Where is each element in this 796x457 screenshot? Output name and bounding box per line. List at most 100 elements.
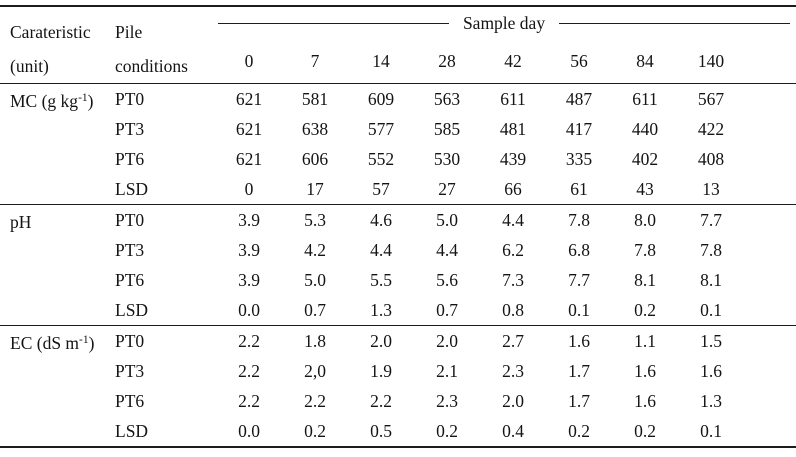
characteristic-label: EC (dS m-1) xyxy=(0,326,108,448)
value-cell: 8.0 xyxy=(634,209,656,230)
characteristic-label-text: EC (dS m xyxy=(10,333,80,353)
value-cell: 1.6 xyxy=(700,360,722,381)
value-cell: 0.8 xyxy=(502,299,524,320)
value-cell: 0 xyxy=(244,178,254,199)
value-cell: 7.8 xyxy=(634,239,656,260)
value-cell: 0.1 xyxy=(700,420,722,441)
value-cell: 4.2 xyxy=(304,239,326,260)
value-cell: 6.2 xyxy=(502,239,524,260)
pile-condition-cell: PT0 xyxy=(115,88,145,109)
header-row-days: 0 7 14 28 42 56 84 140 xyxy=(0,41,796,84)
table-row: PT3 621 638 577 585 481 417 440 422 xyxy=(0,114,796,144)
characteristic-unit-superscript: -1 xyxy=(79,334,89,346)
pile-condition-cell: LSD xyxy=(115,420,149,441)
value-cell: 0.2 xyxy=(568,420,590,441)
value-cell: 0.2 xyxy=(634,299,656,320)
value-cell: 0.0 xyxy=(238,299,260,320)
day-column-header: 28 xyxy=(438,51,456,72)
value-cell: 17 xyxy=(306,178,324,199)
value-cell: 13 xyxy=(702,178,720,199)
pile-header-line2: conditions xyxy=(115,56,188,76)
header-row-top: Carateristic (unit) Pile conditions Samp… xyxy=(0,6,796,76)
characteristic-label-text: pH xyxy=(10,212,32,232)
pile-condition-cell: PT0 xyxy=(115,330,145,351)
characteristic-label-close: ) xyxy=(87,91,94,111)
characteristic-label-text: MC (g kg xyxy=(10,91,79,111)
characteristic-header-line2: (unit) xyxy=(10,56,49,76)
day-column-header: 7 xyxy=(310,51,320,72)
sample-day-label: Sample day xyxy=(462,13,546,34)
value-cell: 1.8 xyxy=(304,330,326,351)
value-cell: 530 xyxy=(433,148,461,169)
value-cell: 0.2 xyxy=(304,420,326,441)
day-column-header: 84 xyxy=(636,51,654,72)
spanner-rule-right xyxy=(559,23,791,25)
day-column-header: 140 xyxy=(697,51,725,72)
value-cell: 7.8 xyxy=(568,209,590,230)
pile-condition-cell: PT6 xyxy=(115,148,145,169)
value-cell: 0.2 xyxy=(436,420,458,441)
pile-condition-cell: PT6 xyxy=(115,269,145,290)
value-cell: 5.0 xyxy=(436,209,458,230)
value-cell: 61 xyxy=(570,178,588,199)
value-cell: 2.2 xyxy=(238,390,260,411)
table-row: PT6 621 606 552 530 439 335 402 408 xyxy=(0,144,796,174)
value-cell: 1.5 xyxy=(700,330,722,351)
value-cell: 1.6 xyxy=(634,360,656,381)
table-row: EC (dS m-1) PT0 2.2 1.8 2.0 2.0 2.7 1.6 1.1 1.5 xyxy=(0,326,796,357)
value-cell: 0.7 xyxy=(304,299,326,320)
table-row: LSD 0.0 0.7 1.3 0.7 0.8 0.1 0.2 0.1 xyxy=(0,295,796,326)
value-cell: 621 xyxy=(235,118,263,139)
value-cell: 2.0 xyxy=(370,330,392,351)
value-cell: 7.7 xyxy=(700,209,722,230)
value-cell: 2.7 xyxy=(502,330,524,351)
value-cell: 5.6 xyxy=(436,269,458,290)
value-cell: 606 xyxy=(301,148,329,169)
table-section: MC (g kg-1) PT0 621 581 609 563 611 487 611 567 PT… xyxy=(0,83,796,205)
value-cell: 2.2 xyxy=(238,360,260,381)
value-cell: 585 xyxy=(433,118,461,139)
table-row: PT3 2.2 2,0 1.9 2.1 2.3 1.7 1.6 1.6 xyxy=(0,356,796,386)
value-cell: 0.1 xyxy=(568,299,590,320)
value-cell: 3.9 xyxy=(238,209,260,230)
characteristic-label-close: ) xyxy=(88,333,95,353)
value-cell: 27 xyxy=(438,178,456,199)
pile-condition-cell: PT0 xyxy=(115,209,145,230)
value-cell: 0.5 xyxy=(370,420,392,441)
pile-condition-cell: PT6 xyxy=(115,390,145,411)
table-section: pH PT0 3.9 5.3 4.6 5.0 4.4 7.8 8.0 7.7 PT3 3.9 4.2 4.… xyxy=(0,204,796,326)
value-cell: 6.8 xyxy=(568,239,590,260)
value-cell: 417 xyxy=(565,118,593,139)
value-cell: 1.3 xyxy=(700,390,722,411)
pile-condition-cell: LSD xyxy=(115,178,149,199)
value-cell: 8.1 xyxy=(700,269,722,290)
pile-condition-cell: LSD xyxy=(115,299,149,320)
characteristic-label: MC (g kg-1) xyxy=(0,84,108,205)
value-cell: 2,0 xyxy=(304,360,326,381)
value-cell: 638 xyxy=(301,118,329,139)
value-cell: 335 xyxy=(565,148,593,169)
day-column-header: 0 xyxy=(244,51,254,72)
value-cell: 0.7 xyxy=(436,299,458,320)
value-cell: 2.3 xyxy=(436,390,458,411)
characteristic-unit-superscript: -1 xyxy=(78,92,88,104)
pile-condition-cell: PT3 xyxy=(115,118,145,139)
value-cell: 577 xyxy=(367,118,395,139)
characteristic-header-line1: Carateristic xyxy=(10,22,91,42)
value-cell: 57 xyxy=(372,178,390,199)
pile-conditions-column-header: Pile conditions xyxy=(108,6,216,84)
value-cell: 408 xyxy=(697,148,725,169)
data-table: Carateristic (unit) Pile conditions Samp… xyxy=(0,5,796,448)
value-cell: 1.1 xyxy=(634,330,656,351)
value-cell: 4.6 xyxy=(370,209,392,230)
value-cell: 2.0 xyxy=(436,330,458,351)
table-row: PT6 2.2 2.2 2.2 2.3 2.0 1.7 1.6 1.3 xyxy=(0,386,796,416)
value-cell: 440 xyxy=(631,118,659,139)
table-row: LSD 0.0 0.2 0.5 0.2 0.4 0.2 0.2 0.1 xyxy=(0,416,796,447)
value-cell: 481 xyxy=(499,118,527,139)
value-cell: 4.4 xyxy=(436,239,458,260)
value-cell: 402 xyxy=(631,148,659,169)
day-column-header: 42 xyxy=(504,51,522,72)
value-cell: 66 xyxy=(504,178,522,199)
